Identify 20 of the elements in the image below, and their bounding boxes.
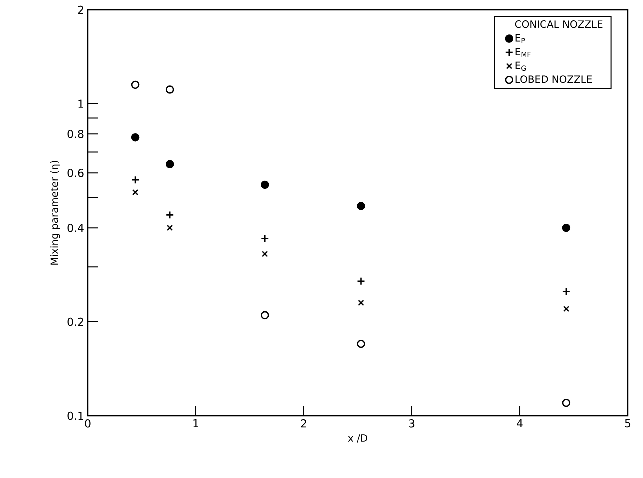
y-tick-label: 0.6 (68, 169, 84, 178)
y-tick-label: 0.8 (68, 130, 84, 138)
y-tick-label: 0.1 (68, 412, 84, 420)
y-tick-label: 2 (78, 6, 84, 14)
legend-title: CONICAL NOZZLE (515, 20, 603, 28)
x-tick-label: 5 (625, 420, 631, 428)
legend-label: LOBED NOZZLE (516, 76, 592, 84)
x-tick-label: 1 (194, 420, 198, 428)
y-axis-title: Mixing parameter (η) (50, 161, 60, 265)
x-tick-label: 0 (85, 420, 91, 428)
x-axis-title: x /D (348, 434, 368, 443)
y-tick-label: 0.2 (68, 318, 84, 326)
legend-label: E$_{P}$ (516, 34, 526, 44)
x-tick-label: 3 (409, 420, 415, 428)
legend-label: E$_{MF}$ (516, 48, 531, 58)
y-tick-label: 1 (78, 100, 84, 108)
legend-label: E$_{G}$ (516, 62, 526, 72)
y-tick-label: 0.4 (68, 224, 84, 232)
x-tick-label: 4 (517, 420, 523, 428)
x-tick-label: 2 (301, 420, 306, 428)
